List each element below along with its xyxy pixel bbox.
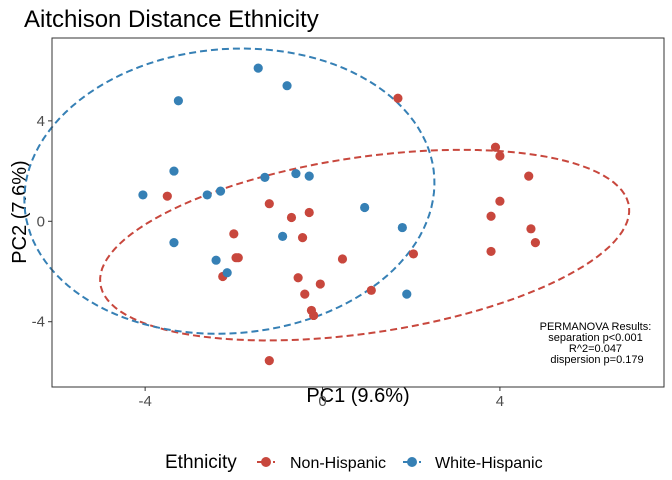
point-non-hispanic bbox=[337, 254, 348, 264]
point-white-hispanic bbox=[360, 202, 370, 213]
permanova-line-4: dispersion p=0.179 bbox=[550, 354, 643, 366]
point-white-hispanic bbox=[169, 166, 179, 176]
point-non-hispanic bbox=[286, 212, 297, 223]
point-non-hispanic bbox=[486, 211, 496, 221]
legend-item-non-hispanic: Non-Hispanic bbox=[257, 455, 386, 472]
legend-label-white-hispanic: White-Hispanic bbox=[435, 455, 543, 472]
point-white-hispanic bbox=[222, 268, 232, 278]
point-non-hispanic bbox=[530, 238, 540, 248]
x-axis-title: PC1 (9.6%) bbox=[306, 385, 409, 407]
permanova-line-2: separation p<0.001 bbox=[548, 332, 643, 344]
point-white-hispanic bbox=[138, 190, 148, 200]
legend-key-point-white-hispanic bbox=[407, 457, 417, 467]
point-non-hispanic bbox=[229, 229, 239, 239]
x-tick-label: 4 bbox=[496, 393, 504, 410]
plot-panel-border bbox=[51, 37, 665, 388]
permanova-annotation: PERMANOVA Results: separation p<0.001 R^… bbox=[540, 321, 655, 366]
ellipse-white-hispanic bbox=[23, 47, 436, 335]
legend: Ethnicity Non-Hispanic White-Hispanic bbox=[165, 452, 543, 473]
point-non-hispanic bbox=[309, 310, 319, 321]
point-non-hispanic bbox=[486, 246, 496, 257]
point-non-hispanic bbox=[297, 233, 308, 243]
y-tick-label: 0 bbox=[37, 213, 45, 230]
point-non-hispanic bbox=[264, 356, 274, 366]
point-non-hispanic bbox=[408, 249, 419, 259]
plot-layer bbox=[23, 47, 631, 366]
legend-item-white-hispanic: White-Hispanic bbox=[403, 455, 543, 472]
point-non-hispanic bbox=[495, 151, 505, 161]
legend-label-non-hispanic: Non-Hispanic bbox=[290, 455, 386, 472]
point-non-hispanic bbox=[526, 224, 536, 234]
point-non-hispanic bbox=[264, 199, 274, 209]
point-non-hispanic bbox=[366, 285, 376, 295]
point-non-hispanic bbox=[393, 93, 403, 103]
point-non-hispanic bbox=[293, 273, 303, 283]
permanova-line-3: R^2=0.047 bbox=[569, 343, 622, 355]
point-white-hispanic bbox=[173, 96, 183, 106]
point-white-hispanic bbox=[282, 81, 292, 91]
point-white-hispanic bbox=[253, 63, 263, 73]
permanova-line-1: PERMANOVA Results: bbox=[540, 321, 652, 333]
point-white-hispanic bbox=[397, 222, 407, 233]
point-white-hispanic bbox=[304, 171, 314, 181]
point-white-hispanic bbox=[278, 231, 288, 241]
chart-title: Aitchison Distance Ethnicity bbox=[24, 6, 319, 33]
point-white-hispanic bbox=[260, 172, 270, 182]
point-non-hispanic bbox=[490, 142, 501, 152]
point-non-hispanic bbox=[162, 191, 172, 201]
point-white-hispanic bbox=[402, 289, 412, 299]
point-white-hispanic bbox=[169, 238, 179, 248]
point-white-hispanic bbox=[211, 255, 221, 265]
point-non-hispanic bbox=[524, 171, 534, 181]
point-white-hispanic bbox=[215, 186, 226, 196]
legend-title: Ethnicity bbox=[165, 452, 237, 473]
legend-key-point-non-hispanic bbox=[261, 457, 271, 467]
ellipse-non-hispanic bbox=[99, 148, 631, 342]
x-tick-label: 0 bbox=[318, 393, 326, 410]
point-white-hispanic bbox=[202, 190, 212, 200]
point-non-hispanic bbox=[495, 196, 505, 206]
point-non-hispanic bbox=[315, 279, 325, 289]
point-white-hispanic bbox=[291, 168, 301, 179]
x-tick-label: -4 bbox=[138, 393, 151, 410]
point-non-hispanic bbox=[231, 253, 241, 263]
point-non-hispanic bbox=[304, 207, 314, 218]
y-tick-label: -4 bbox=[32, 314, 45, 331]
point-non-hispanic bbox=[300, 289, 310, 299]
y-tick-label: 4 bbox=[37, 113, 45, 130]
